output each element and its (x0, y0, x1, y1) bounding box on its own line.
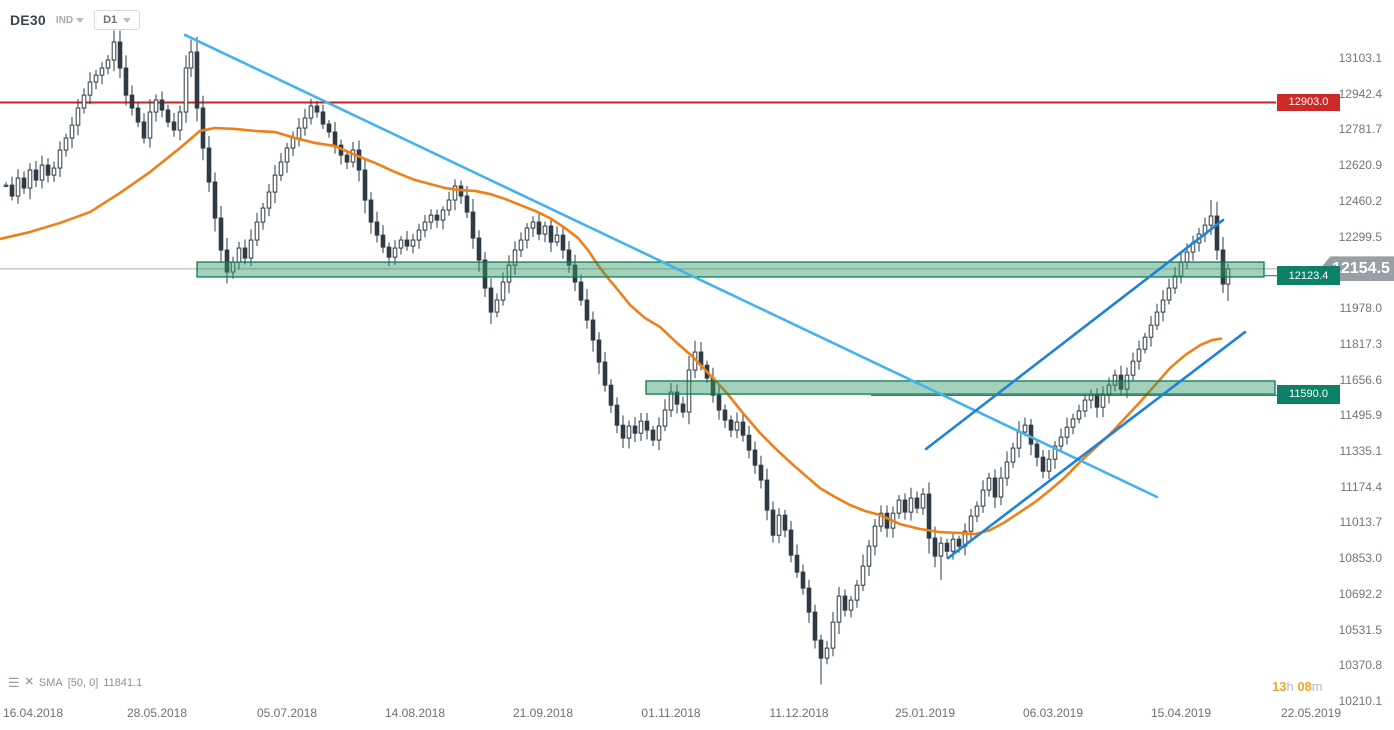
price-tick: 10210.1 (1338, 694, 1382, 708)
price-tick: 12299.5 (1338, 229, 1382, 244)
chart-header: DE30 IND D1 (10, 10, 141, 30)
date-tick: 06.03.2019 (1022, 706, 1084, 720)
countdown-minutes: 08 (1297, 679, 1312, 694)
trendline-ascending-channel-lower (946, 330, 1247, 560)
price-tick: 11335.1 (1339, 443, 1383, 458)
indicator-params: [50, 0] (67, 676, 99, 689)
price-tick: 10370.8 (1338, 658, 1382, 673)
date-tick: 16.04.2018 (2, 706, 64, 720)
price-tick: 11656.6 (1339, 372, 1383, 387)
price-tick: 12460.2 (1338, 193, 1382, 208)
price-tick: 11817.3 (1339, 336, 1383, 351)
countdown-minutes-unit: m (1311, 679, 1323, 694)
date-tick: 25.01.2019 (894, 706, 956, 720)
date-tick: 15.04.2019 (1150, 706, 1212, 720)
price-tick: 12620.9 (1338, 158, 1382, 173)
market-type-dropdown[interactable]: IND (55, 14, 85, 26)
date-tick: 22.05.2019 (1280, 706, 1342, 720)
timeframe-label: D1 (103, 14, 118, 26)
chevron-down-icon (76, 17, 85, 23)
date-tick: 28.05.2018 (126, 706, 188, 720)
resistance-price-badge: 12903.0 (1277, 93, 1340, 111)
sma-line (0, 126, 1223, 536)
price-tick: 12781.7 (1338, 122, 1382, 137)
countdown-hours: 13 (1272, 679, 1287, 694)
chevron-down-icon (123, 17, 132, 23)
price-tick: 12942.4 (1338, 86, 1382, 101)
zone (196, 261, 1265, 278)
zone (645, 380, 1276, 395)
timeframe-dropdown[interactable]: D1 (94, 10, 141, 30)
candle-countdown-timer: 13h 08m (1272, 679, 1323, 694)
indicator-legend: ☰ ✕ SMA [50, 0] 11841.1 (8, 676, 142, 689)
date-tick: 21.09.2018 (512, 706, 574, 720)
price-tick: 13103.1 (1338, 51, 1382, 65)
price-tick: 11978.0 (1339, 301, 1383, 316)
price-tick: 11495.9 (1339, 408, 1383, 423)
trendline-descending-resistance (183, 33, 1159, 499)
date-tick: 14.08.2018 (384, 706, 446, 720)
indicator-value: 11841.1 (103, 676, 143, 689)
price-tick: 10531.5 (1338, 622, 1382, 637)
indicator-remove-icon[interactable]: ✕ (24, 676, 34, 688)
date-tick: 11.12.2018 (769, 706, 829, 720)
countdown-hours-unit: h (1286, 679, 1294, 694)
zone-upper-price-badge: 12123.4 (1277, 266, 1340, 286)
trendline-ascending-channel-upper (924, 218, 1225, 451)
date-tick: 05.07.2018 (256, 706, 318, 720)
instrument-symbol: DE30 (10, 12, 46, 28)
price-tick: 10692.2 (1338, 586, 1382, 601)
price-tick: 11174.4 (1340, 479, 1382, 494)
market-type-label: IND (55, 14, 74, 26)
zone-lower-price-badge: 11590.0 (1277, 384, 1340, 404)
date-tick: 01.11.2018 (641, 706, 701, 720)
price-tick: 10853.0 (1338, 551, 1382, 566)
indicator-settings-icon[interactable]: ☰ (8, 675, 20, 690)
candles (3, 30, 1231, 685)
indicator-name: SMA (38, 676, 63, 689)
price-tick: 11013.7 (1339, 515, 1383, 530)
